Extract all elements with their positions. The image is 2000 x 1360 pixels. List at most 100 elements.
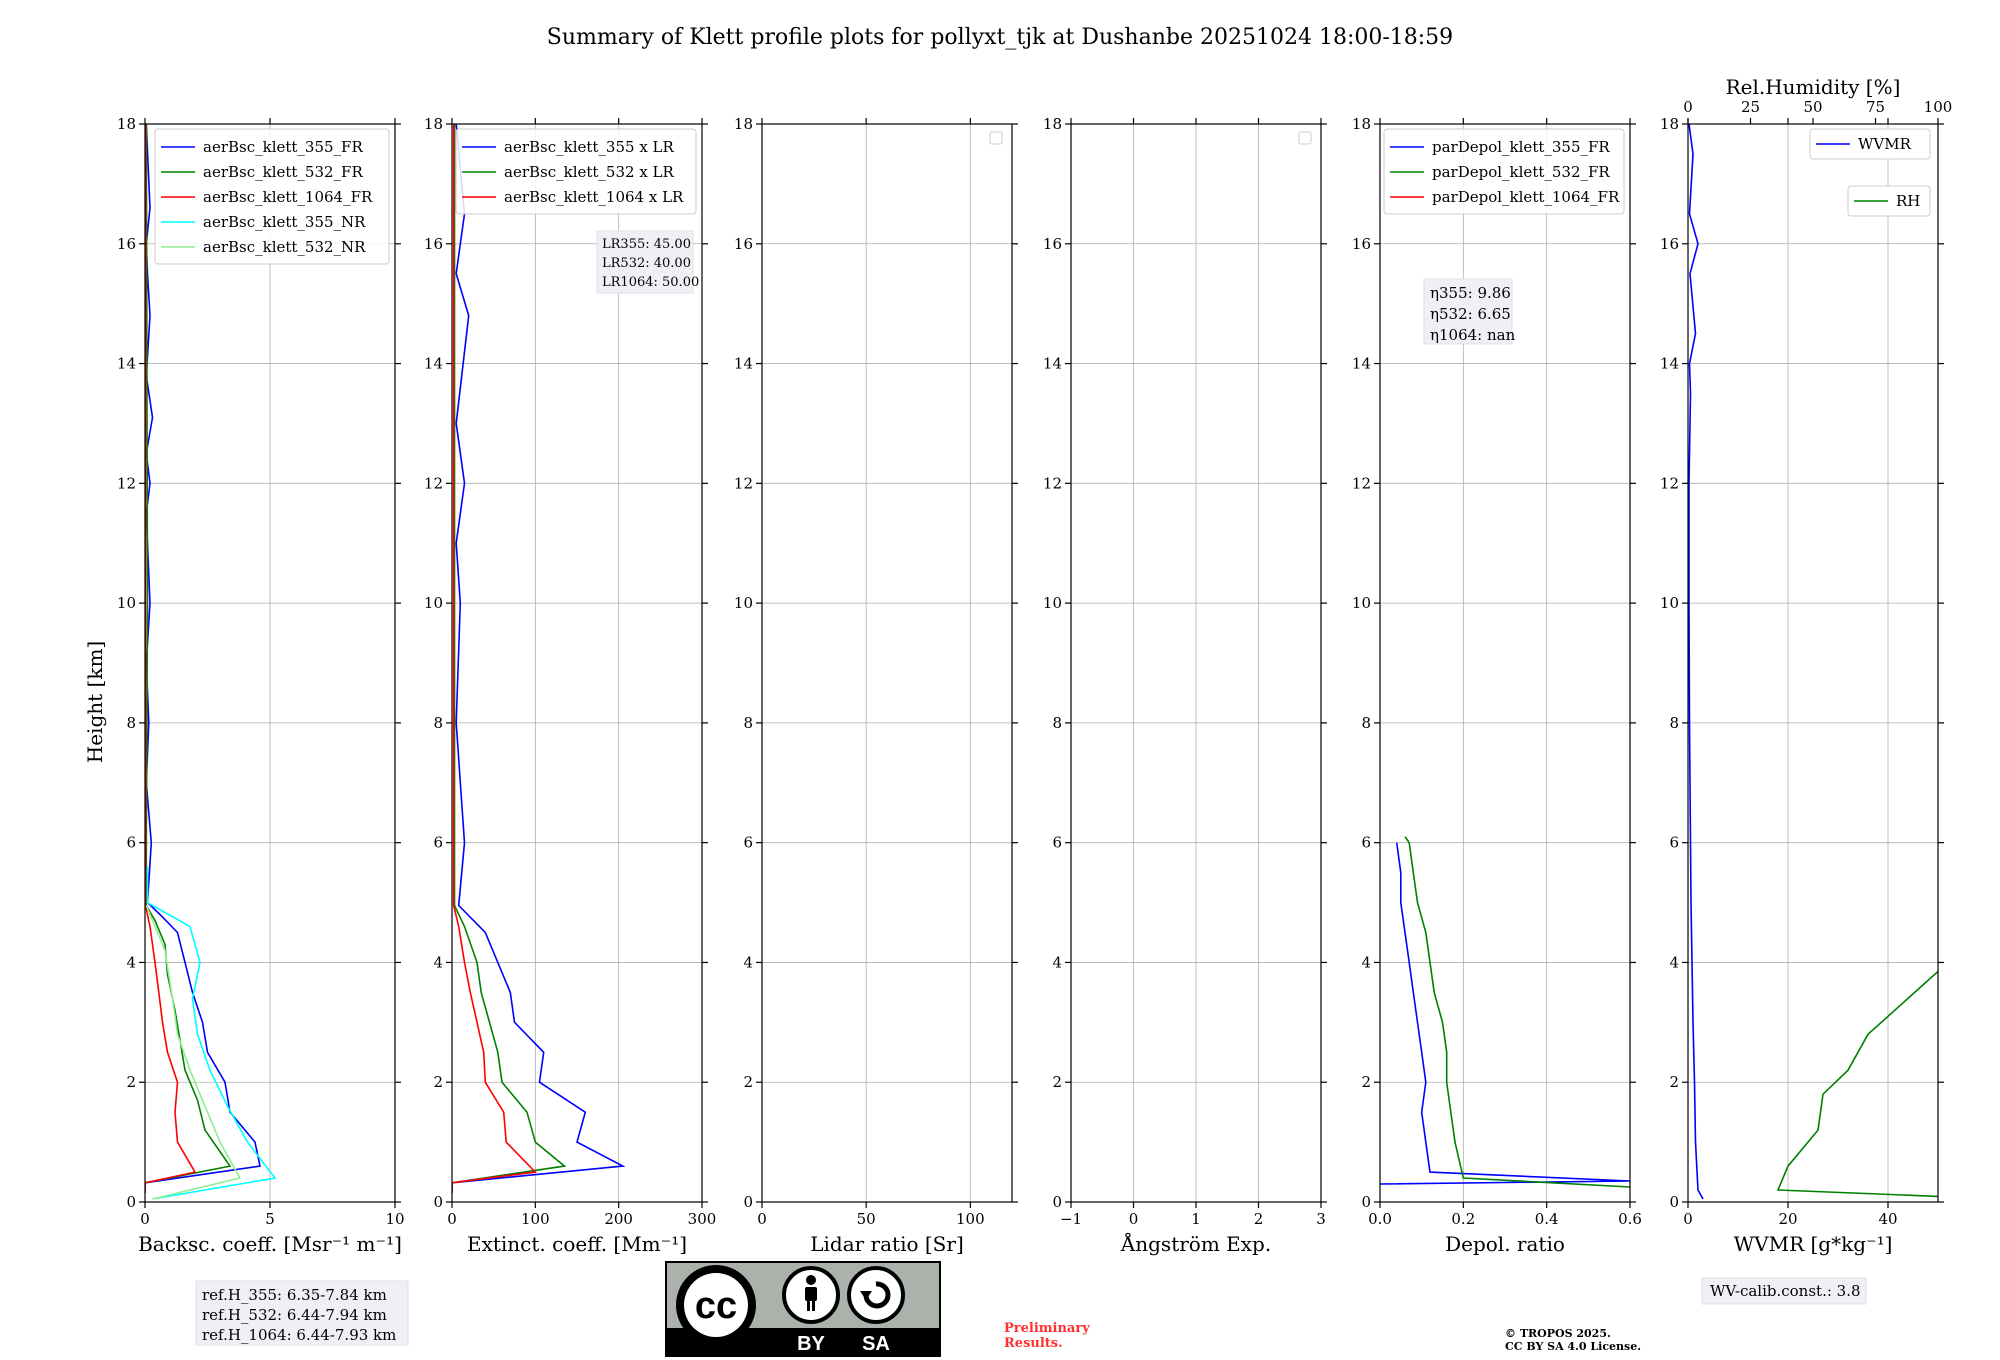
series-parDepol_klett_532_FR [1404, 836, 1630, 1188]
legend-WVMR: WVMR [1809, 128, 1931, 160]
series-aerBsc_klett_1064_FR [145, 124, 197, 1193]
x-tick-label: 0.2 [1451, 1210, 1475, 1228]
y-tick-label: 12 [1043, 474, 1062, 492]
ref-height-box: ref.H_355: 6.35-7.84 km ref.H_532: 6.44-… [195, 1280, 409, 1346]
series-aerBsc_klett_355 x LR [452, 124, 626, 1193]
y-tick-label: 0 [433, 1193, 443, 1211]
y-tick-label: 12 [734, 474, 753, 492]
y-tick-label: 4 [1052, 953, 1062, 971]
x-tick-label: 10 [385, 1210, 404, 1228]
empty-legend [989, 131, 1003, 145]
x-axis-label: Extinct. coeff. [Mm⁻¹] [467, 1232, 687, 1256]
share-alike-icon [860, 1281, 891, 1309]
y-tick-label: 2 [433, 1073, 443, 1091]
y-tick-label: 0 [1052, 1193, 1062, 1211]
series-aerBsc_klett_532_FR [145, 124, 232, 1193]
legend-label: parDepol_klett_532_FR [1432, 163, 1610, 181]
x2-tick-label: 100 [1924, 98, 1953, 116]
axes-frame [1687, 123, 1939, 1203]
y-tick-label: 6 [433, 834, 443, 852]
y-tick-label: 16 [424, 235, 443, 253]
legend: aerBsc_klett_355 x LR aerBsc_klett_532 x … [455, 128, 697, 215]
y-tick-label: 2 [126, 1073, 136, 1091]
legend-label: aerBsc_klett_532 x LR [504, 163, 675, 181]
legend-label: parDepol_klett_355_FR [1432, 138, 1610, 156]
y-tick-label: 2 [1669, 1073, 1679, 1091]
x-tick-label: 100 [521, 1210, 550, 1228]
annotation-text: η532: 6.65 [1430, 305, 1511, 323]
x2-tick-label: 75 [1866, 98, 1885, 116]
x-tick-label: 1 [1191, 1210, 1201, 1228]
legend-box [154, 128, 390, 265]
axes-frame [1379, 123, 1631, 1203]
preliminary-line-1: Preliminary [1004, 1321, 1090, 1336]
grid [1070, 123, 1322, 1203]
x-tick-label: 0.0 [1368, 1210, 1392, 1228]
y-tick-label: 14 [1352, 355, 1371, 373]
y-tick-label: 2 [1052, 1073, 1062, 1091]
x-tick-label: 3 [1316, 1210, 1326, 1228]
y-tick-label: 16 [1352, 235, 1371, 253]
y-tick-label: 12 [424, 474, 443, 492]
y-tick-label: 16 [734, 235, 753, 253]
y-tick-label: 18 [1660, 115, 1679, 133]
series-WVMR [1688, 124, 1704, 1200]
y-tick-label: 16 [1660, 235, 1679, 253]
y-tick-label: 8 [1361, 714, 1371, 732]
legend-label: aerBsc_klett_355_NR [203, 213, 366, 231]
y-axis-label: Height [km] [83, 641, 107, 763]
x-tick-label: 0 [1129, 1210, 1139, 1228]
x-tick-label: 40 [1878, 1210, 1897, 1228]
y-tick-label: 18 [424, 115, 443, 133]
annotation-box [1423, 278, 1513, 345]
y-tick-label: 14 [424, 355, 443, 373]
y-tick-label: 14 [117, 355, 136, 373]
y-tick-label: 18 [734, 115, 753, 133]
y-tick-label: 8 [743, 714, 753, 732]
wv-calib-box: WV-calib.const.: 3.8 [1701, 1277, 1867, 1305]
y-tick-label: 4 [433, 953, 443, 971]
y-tick-label: 12 [117, 474, 136, 492]
x-axis-label: Depol. ratio [1445, 1232, 1565, 1256]
legend-label: RH [1896, 192, 1920, 210]
y-tick-label: 4 [1361, 953, 1371, 971]
series-group [145, 124, 277, 1200]
ref-h-1064: ref.H_1064: 6.44-7.93 km [202, 1326, 396, 1344]
y-tick-label: 12 [1352, 474, 1371, 492]
legend: aerBsc_klett_355_FR aerBsc_klett_532_FRae… [154, 128, 390, 265]
x-axis-label: Lidar ratio [Sr] [810, 1232, 964, 1256]
x-tick-label: 200 [604, 1210, 633, 1228]
y-tick-label: 8 [1669, 714, 1679, 732]
y-tick-label: 16 [117, 235, 136, 253]
x-tick-label: 0 [140, 1210, 150, 1228]
y-tick-label: 14 [1043, 355, 1062, 373]
series-group [452, 124, 626, 1193]
legend-label: aerBsc_klett_532_FR [203, 163, 363, 181]
legend-label: aerBsc_klett_1064_FR [203, 188, 373, 206]
series-aerBsc_klett_532_NR [145, 905, 242, 1200]
wv-calib-text: WV-calib.const.: 3.8 [1710, 1282, 1861, 1300]
copyright-line-1: © TROPOS 2025. [1505, 1327, 1611, 1340]
copyright-line-2: CC BY SA 4.0 License. [1505, 1340, 1641, 1353]
series-aerBsc_klett_355_FR [145, 124, 261, 1193]
axes-frame [451, 123, 703, 1203]
lidar-ratio-annotation: LR355: 45.00 LR532: 40.00 LR1064: 50.00 [596, 230, 699, 294]
annotation-box [596, 230, 694, 294]
x-tick-label: 50 [857, 1210, 876, 1228]
y-tick-label: 8 [433, 714, 443, 732]
series-group [1380, 836, 1630, 1188]
series-RH [1776, 970, 1938, 1198]
x-tick-label: 0 [1683, 1210, 1693, 1228]
annotation-text: LR532: 40.00 [602, 256, 691, 271]
x-axis-label: WVMR [g*kg⁻¹] [1734, 1232, 1893, 1256]
y-tick-label: 2 [1361, 1073, 1371, 1091]
y-tick-label: 6 [743, 834, 753, 852]
legend-label: WVMR [1858, 135, 1912, 153]
y-tick-label: 14 [1660, 355, 1679, 373]
x-tick-label: 5 [265, 1210, 275, 1228]
y-tick-label: 12 [1660, 474, 1679, 492]
legend-box [1847, 185, 1931, 217]
legend-box [455, 128, 697, 215]
